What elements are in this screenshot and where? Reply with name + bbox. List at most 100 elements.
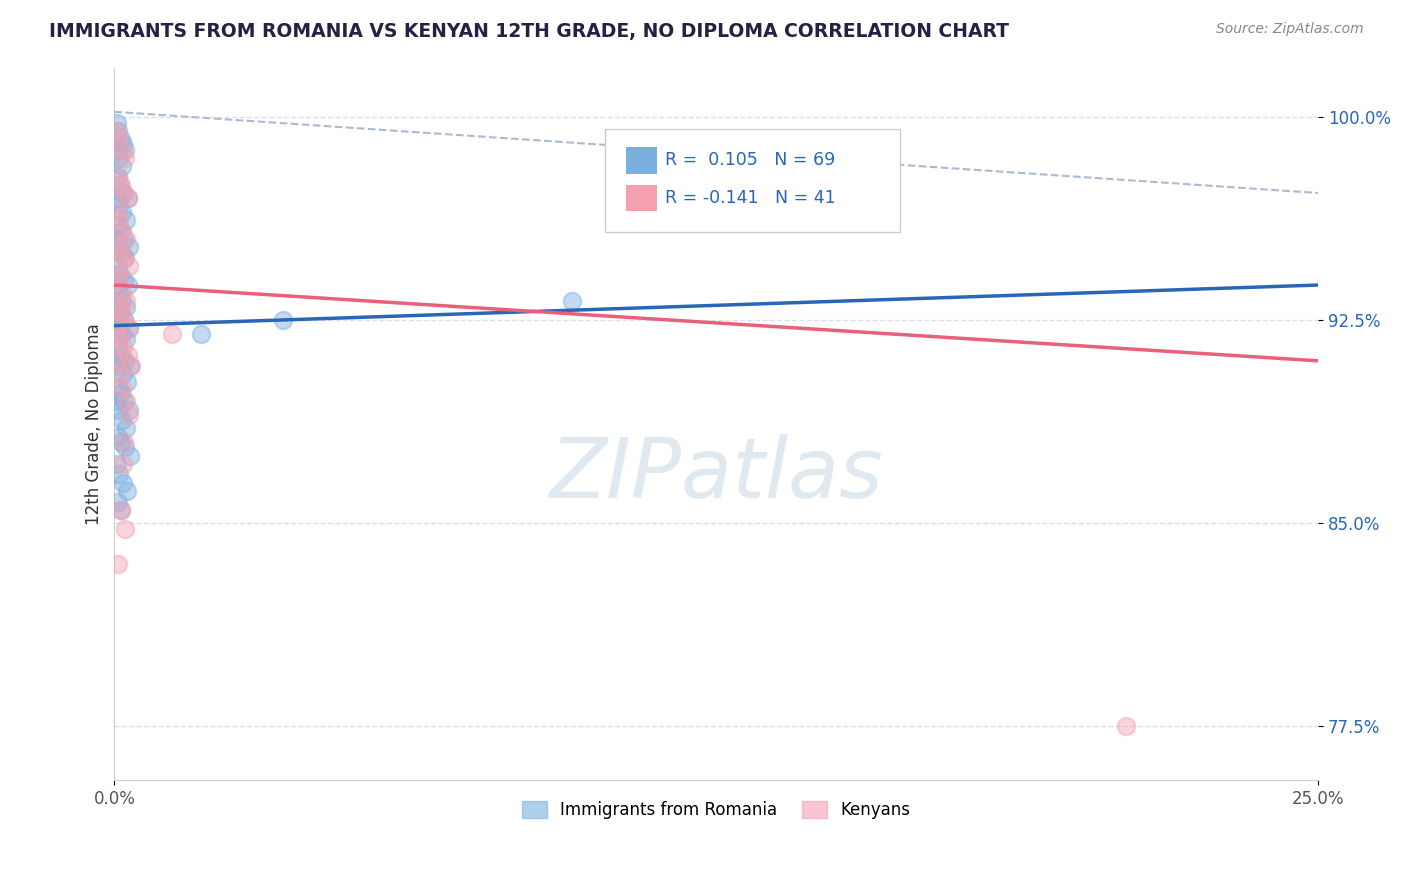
Point (118, 402, 141, 417)
Point (110, 502, 132, 516)
Point (107, 340, 129, 354)
Point (108, 305, 131, 319)
Point (105, 394, 128, 409)
Point (117, 191, 139, 205)
Point (114, 353, 136, 368)
Point (107, 169, 129, 184)
Point (108, 321, 131, 335)
Point (108, 368, 131, 382)
Point (115, 300, 138, 314)
Text: IMMIGRANTS FROM ROMANIA VS KENYAN 12TH GRADE, NO DIPLOMA CORRELATION CHART: IMMIGRANTS FROM ROMANIA VS KENYAN 12TH G… (49, 22, 1010, 41)
Point (112, 272, 135, 286)
Point (112, 475, 135, 490)
Point (115, 332, 138, 346)
Point (105, 278, 128, 293)
Point (190, 326, 212, 341)
Point (112, 137, 135, 152)
Text: R = -0.141   N = 41: R = -0.141 N = 41 (665, 189, 835, 207)
Point (110, 245, 132, 260)
Point (111, 159, 134, 173)
Point (111, 286, 134, 301)
Point (118, 240, 141, 254)
Point (114, 522, 136, 536)
Point (108, 359, 131, 374)
Point (112, 313, 135, 327)
Point (115, 213, 138, 227)
Point (118, 259, 141, 273)
Point (108, 213, 131, 227)
Point (115, 376, 138, 390)
Point (107, 300, 129, 314)
Point (115, 294, 138, 309)
Point (108, 132, 131, 146)
Point (105, 457, 128, 471)
Point (117, 191, 139, 205)
Point (105, 232, 128, 246)
Point (108, 332, 131, 346)
Point (107, 124, 129, 138)
Point (107, 169, 129, 184)
Point (118, 321, 141, 335)
Point (115, 232, 138, 246)
Point (561, 294, 583, 309)
Point (105, 353, 128, 368)
Point (108, 286, 131, 301)
Point (105, 143, 128, 157)
Point (114, 143, 136, 157)
Point (108, 272, 131, 286)
Point (112, 435, 135, 450)
Legend: Immigrants from Romania, Kenyans: Immigrants from Romania, Kenyans (515, 794, 917, 825)
Point (108, 267, 131, 281)
Point (107, 494, 129, 508)
Point (110, 435, 132, 450)
Point (110, 178, 132, 192)
Point (118, 449, 141, 463)
Point (105, 313, 128, 327)
Point (112, 394, 135, 409)
Point (160, 326, 183, 341)
Point (117, 348, 139, 362)
Point (105, 353, 128, 368)
Point (112, 457, 135, 471)
Point (107, 240, 129, 254)
Point (112, 186, 135, 200)
Point (110, 348, 132, 362)
Point (111, 326, 134, 341)
Point (114, 151, 136, 165)
Point (107, 381, 129, 395)
Point (1115, 719, 1137, 733)
Point (108, 151, 131, 165)
Point (271, 313, 294, 327)
Point (108, 197, 131, 211)
Point (110, 224, 132, 238)
Point (115, 483, 138, 498)
Point (108, 402, 131, 417)
Text: Source: ZipAtlas.com: Source: ZipAtlas.com (1216, 22, 1364, 37)
Point (112, 232, 135, 246)
Point (115, 421, 138, 435)
Text: R =  0.105   N = 69: R = 0.105 N = 69 (665, 151, 835, 169)
Point (114, 441, 136, 455)
Point (117, 278, 139, 293)
Point (112, 340, 135, 354)
Point (110, 132, 132, 146)
Point (110, 305, 132, 319)
Point (118, 408, 141, 422)
Point (110, 386, 132, 401)
Point (111, 413, 134, 427)
Point (107, 557, 129, 571)
Point (112, 313, 135, 327)
Point (107, 219, 129, 233)
Point (111, 381, 134, 395)
Point (112, 368, 135, 382)
Point (107, 429, 129, 443)
Point (111, 245, 134, 260)
Point (105, 205, 128, 219)
Point (105, 326, 128, 341)
Point (110, 502, 132, 516)
Point (107, 300, 129, 314)
Point (118, 321, 141, 335)
Point (115, 394, 138, 409)
Point (112, 186, 135, 200)
Point (105, 115, 128, 129)
